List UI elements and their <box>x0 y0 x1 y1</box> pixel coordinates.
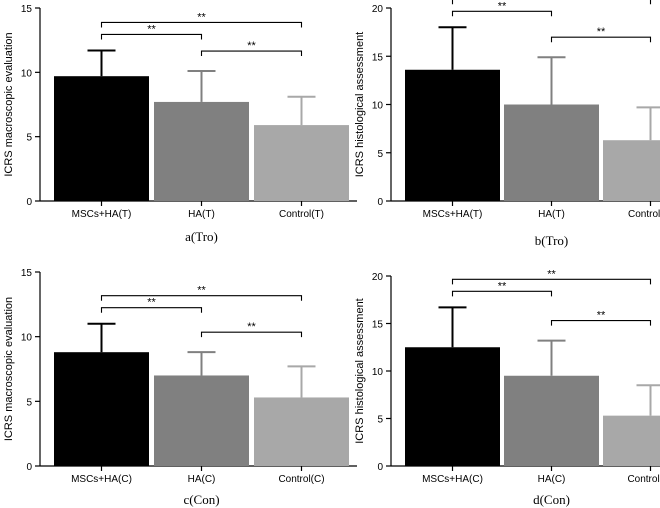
x-tick-label: HA(C) <box>538 474 566 485</box>
y-axis-label: ICRS histological assessment <box>354 298 366 444</box>
significance-label: ** <box>597 26 606 38</box>
significance-label: ** <box>498 0 507 12</box>
significance-label: ** <box>147 23 156 35</box>
bar-HA(C) <box>504 375 599 466</box>
x-tick-label: MSCs+HA(T) <box>72 209 132 220</box>
y-tick-label: 0 <box>377 462 383 473</box>
x-tick-label: Control(C) <box>627 474 660 485</box>
panel-c(Con): 0 5 10 15 ICRS macroscopic evaluation MSCs+HA… <box>3 268 357 507</box>
x-tick-label: MSCs+HA(C) <box>71 474 132 485</box>
significance-bracket <box>200 331 303 338</box>
x-tick-label: Control(C) <box>278 474 324 485</box>
bar-Control(T) <box>603 140 660 201</box>
significance-label: ** <box>197 11 206 23</box>
x-tick-label: HA(C) <box>188 474 216 485</box>
significance-bracket <box>100 307 203 313</box>
y-axis-label: ICRS histological assessment <box>354 32 366 178</box>
bar-MSCs+HA(T) <box>54 76 149 201</box>
y-tick-label: 20 <box>372 4 384 15</box>
y-tick-label: 0 <box>377 197 383 208</box>
y-tick-label: 20 <box>372 272 384 283</box>
y-tick-label: 15 <box>21 4 33 15</box>
bar-Control(C) <box>254 397 349 466</box>
panel-d(Con): 0 5 10 15 20 ICRS histological assessment MSCs… <box>354 268 660 507</box>
x-tick-label: MSCs+HA(T) <box>423 209 483 220</box>
significance-bracket <box>451 278 652 285</box>
y-tick-label: 15 <box>372 320 384 331</box>
significance-label: ** <box>147 297 156 309</box>
y-tick-label: 10 <box>21 68 33 79</box>
y-tick-label: 10 <box>372 101 384 112</box>
panel-caption: c(Con) <box>183 492 219 507</box>
bar-Control(C) <box>603 415 660 466</box>
y-tick-label: 0 <box>26 462 32 473</box>
x-tick-label: HA(T) <box>538 209 565 220</box>
significance-label: ** <box>197 285 206 297</box>
y-tick-label: 15 <box>21 268 33 279</box>
y-tick-label: 10 <box>372 367 384 378</box>
significance-bracket <box>550 320 652 326</box>
significance-bracket <box>100 21 303 28</box>
y-tick-label: 0 <box>26 197 32 208</box>
significance-bracket <box>100 33 203 40</box>
significance-label: ** <box>597 310 606 322</box>
y-tick-label: 15 <box>372 52 384 63</box>
bar-MSCs+HA(T) <box>405 69 500 201</box>
y-tick-label: 5 <box>377 415 383 426</box>
significance-bracket <box>550 36 652 43</box>
bar-MSCs+HA(C) <box>405 347 500 466</box>
y-tick-label: 5 <box>26 397 32 408</box>
y-tick-label: 5 <box>377 149 383 160</box>
y-axis-label: ICRS macroscopic evaluation <box>3 32 15 176</box>
bar-MSCs+HA(C) <box>54 352 149 466</box>
panel-caption: d(Con) <box>533 492 570 507</box>
x-tick-label: Control(T) <box>279 209 324 220</box>
significance-bracket <box>200 50 303 57</box>
y-tick-label: 10 <box>21 333 33 344</box>
panel-b(Tro): 0 5 10 15 20 ICRS histological assessment MSCs… <box>354 0 660 248</box>
significance-label: ** <box>247 40 256 52</box>
x-tick-label: MSCs+HA(C) <box>422 474 483 485</box>
significance-label: ** <box>247 321 256 333</box>
panel-a(Tro): 0 5 10 15 ICRS macroscopic evaluation MSCs+HA… <box>3 4 357 244</box>
significance-bracket <box>451 0 652 5</box>
bar-HA(C) <box>154 375 249 466</box>
x-tick-label: HA(T) <box>188 209 215 220</box>
significance-bracket <box>100 295 303 301</box>
panel-caption: b(Tro) <box>535 233 568 248</box>
significance-label: ** <box>547 268 556 280</box>
y-tick-label: 5 <box>26 133 32 144</box>
x-tick-label: Control(T) <box>628 209 660 220</box>
significance-bracket <box>451 290 553 297</box>
bar-HA(T) <box>504 104 599 201</box>
y-axis-label: ICRS macroscopic evaluation <box>3 297 15 441</box>
significance-label: ** <box>498 280 507 292</box>
panel-caption: a(Tro) <box>185 229 218 244</box>
bar-Control(T) <box>254 125 349 201</box>
significance-bracket <box>451 10 553 17</box>
bar-HA(T) <box>154 101 249 201</box>
